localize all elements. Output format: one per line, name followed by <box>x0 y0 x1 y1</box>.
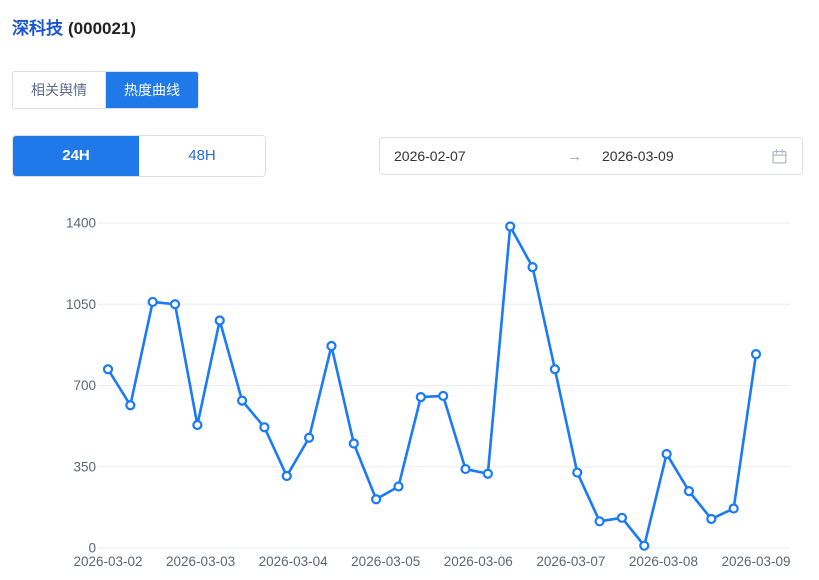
x-axis-tick: 2026-03-08 <box>629 554 698 569</box>
x-axis-tick: 2026-03-05 <box>351 554 420 569</box>
data-point[interactable] <box>438 390 449 402</box>
data-point[interactable] <box>214 315 225 326</box>
controls-row: 24H 48H 2026-02-07 → 2026-03-09 <box>12 135 803 177</box>
data-point[interactable] <box>683 486 695 497</box>
data-point[interactable] <box>169 299 181 310</box>
data-point[interactable] <box>706 513 717 525</box>
tab-heat-curve[interactable]: 热度曲线 <box>105 72 198 108</box>
y-axis-tick: 1400 <box>66 216 96 231</box>
data-point[interactable] <box>639 540 650 551</box>
data-point[interactable] <box>102 364 114 375</box>
date-range-picker[interactable]: 2026-02-07 → 2026-03-09 <box>379 137 803 175</box>
data-point[interactable] <box>505 221 516 232</box>
page-title: 深科技 (000021) <box>0 0 819 39</box>
x-axis-tick: 2026-03-06 <box>444 554 513 569</box>
data-point[interactable] <box>482 468 493 479</box>
data-point[interactable] <box>750 349 762 360</box>
data-point[interactable] <box>393 481 404 492</box>
y-axis-tick: 700 <box>73 378 96 393</box>
x-axis-tick: 2026-03-09 <box>721 554 790 569</box>
end-date[interactable]: 2026-03-09 <box>602 148 674 164</box>
range-48h-button[interactable]: 48H <box>139 136 265 176</box>
data-point[interactable] <box>616 512 628 523</box>
data-point[interactable] <box>259 422 270 433</box>
x-axis-tick: 2026-03-02 <box>73 554 142 569</box>
data-point[interactable] <box>147 296 158 308</box>
x-axis-tick: 2026-03-04 <box>259 554 329 569</box>
time-range-toggle: 24H 48H <box>12 135 266 177</box>
data-point[interactable] <box>549 364 560 375</box>
calendar-icon[interactable] <box>771 148 788 165</box>
data-point[interactable] <box>192 419 203 431</box>
data-point[interactable] <box>527 262 538 273</box>
data-point[interactable] <box>728 503 739 514</box>
data-point[interactable] <box>326 340 337 352</box>
data-point[interactable] <box>371 494 382 505</box>
data-point[interactable] <box>572 467 583 478</box>
data-point[interactable] <box>594 516 605 527</box>
heat-curve-chart: 0 350 700 1050 1400 2026-03-02 2026-03-03 2026-… <box>20 207 819 580</box>
data-point[interactable] <box>661 448 672 460</box>
heat-curve-svg: 0 350 700 1050 1400 2026-03-02 2026-03-03 2026-… <box>66 216 791 570</box>
data-point[interactable] <box>304 432 315 443</box>
x-axis-tick: 2026-03-03 <box>166 554 235 569</box>
data-point[interactable] <box>281 470 292 482</box>
arrow-right-icon: → <box>567 147 582 165</box>
start-date[interactable]: 2026-02-07 <box>394 148 466 164</box>
range-24h-button[interactable]: 24H <box>13 136 139 176</box>
tab-bar: 相关舆情 热度曲线 <box>12 71 199 109</box>
stock-code: (000021) <box>68 19 137 38</box>
data-point[interactable] <box>460 463 471 475</box>
data-point[interactable] <box>125 400 136 411</box>
data-point[interactable] <box>415 392 426 403</box>
y-axis-tick: 350 <box>73 459 96 474</box>
heat-line <box>106 225 758 547</box>
data-point[interactable] <box>348 438 359 449</box>
stock-name: 深科技 <box>12 19 63 38</box>
data-point[interactable] <box>236 395 248 406</box>
x-axis-tick: 2026-03-07 <box>536 554 605 569</box>
y-axis-tick: 0 <box>88 541 96 556</box>
y-axis-tick: 1050 <box>66 297 96 312</box>
tab-related-sentiment[interactable]: 相关舆情 <box>13 72 105 108</box>
